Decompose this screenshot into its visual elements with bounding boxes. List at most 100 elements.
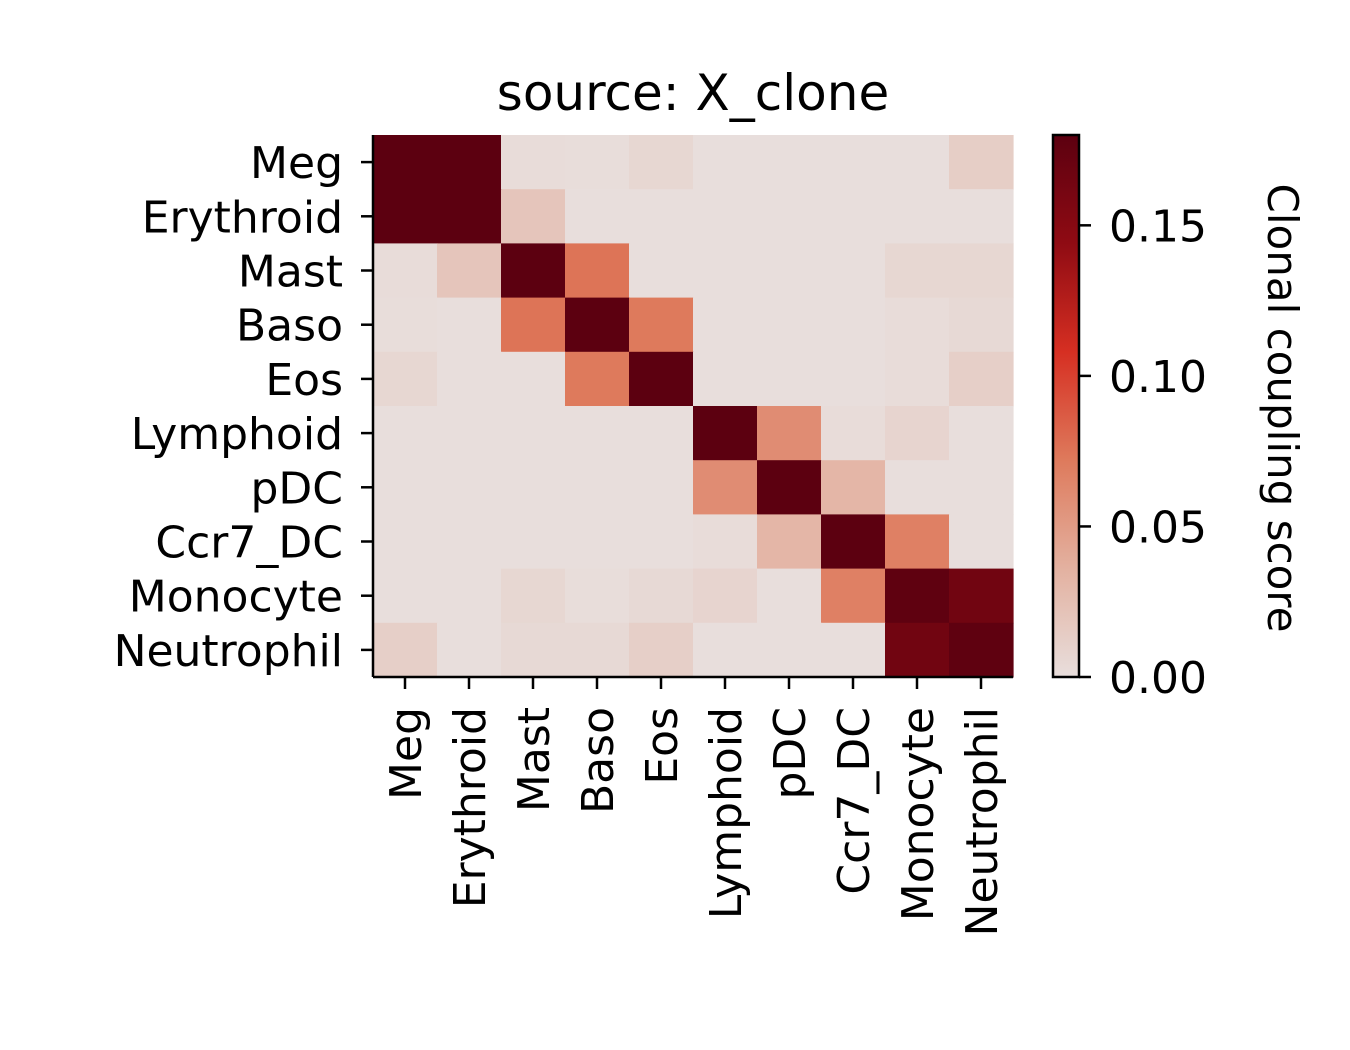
heatmap-cell [693,351,758,407]
heatmap-cell [693,243,758,299]
heatmap-cell [437,622,502,678]
heatmap-cell [437,351,502,407]
x-tick-label: Baso [573,707,624,814]
heatmap-cell [757,243,822,299]
heatmap-cell [373,568,438,624]
heatmap-cell [949,622,1014,678]
heatmap-cell [693,135,758,190]
y-tick-label: Ccr7_DC [155,518,343,569]
heatmap-cell [885,135,950,190]
heatmap-cell [757,189,822,244]
heatmap-cell [501,460,566,515]
heatmap-cell [693,460,758,515]
heatmap-cell [757,622,822,678]
heatmap-cell [949,135,1014,190]
y-tick-label: Lymphoid [131,409,343,460]
heatmap-cell [629,514,694,570]
heatmap-cell [565,406,630,461]
heatmap-cell [565,189,630,244]
heatmap-cell [501,297,566,353]
heatmap-cell [373,351,438,407]
heatmap-cell [693,622,758,678]
heatmap-cell [885,460,950,515]
heatmap-cell [565,135,630,190]
heatmap-cell [565,297,630,353]
heatmap-cell [437,568,502,624]
heatmap-axes [371,135,1013,679]
heatmap-cell [821,351,886,407]
heatmap-cell [629,297,694,353]
heatmap-cells [373,135,1014,678]
colorbar-tick-label: 0.15 [1109,201,1207,252]
heatmap-cell [373,189,438,244]
heatmap-cell [821,568,886,624]
colorbar: 0.00 0.05 0.10 0.15 [1051,133,1207,704]
x-axis-ticks: Meg Erythroid Mast Baso Eos Lymphoid pDC Ccr7_D… [381,677,1008,936]
heatmap-cell [501,189,566,244]
heatmap-cell [565,460,630,515]
heatmap-cell [693,406,758,461]
heatmap-cell [949,297,1014,353]
heatmap-cell [949,189,1014,244]
heatmap-cell [501,406,566,461]
heatmap-cell [885,514,950,570]
chart-title: source: X_clone [497,64,889,122]
heatmap-cell [949,460,1014,515]
heatmap-cell [437,460,502,515]
heatmap-cell [373,514,438,570]
heatmap-cell [821,297,886,353]
heatmap-cell [437,243,502,299]
heatmap-cell [885,568,950,624]
x-tick-label: Eos [637,707,688,785]
heatmap-cell [885,189,950,244]
colorbar-tick-label: 0.05 [1109,502,1207,553]
y-tick-label: Meg [250,138,343,189]
x-tick-label: Monocyte [893,707,944,921]
heatmap-cell [437,514,502,570]
heatmap-cell [821,514,886,570]
heatmap-cell [373,243,438,299]
heatmap-cell [693,297,758,353]
x-tick-label: pDC [765,707,816,800]
x-tick-label: Mast [509,707,560,812]
y-tick-label: Neutrophil [114,626,343,677]
heatmap-cell [629,406,694,461]
x-tick-label: Ccr7_DC [829,707,880,895]
heatmap-cell [629,243,694,299]
heatmap-cell [565,568,630,624]
heatmap-cell [757,297,822,353]
heatmap-cell [373,622,438,678]
heatmap-cell [949,568,1014,624]
heatmap-cell [437,406,502,461]
heatmap-cell [949,514,1014,570]
x-tick-label: Meg [381,707,432,800]
y-tick-label: Erythroid [142,192,343,243]
heatmap-cell [757,135,822,190]
heatmap-cell [629,568,694,624]
y-tick-label: Mast [238,247,343,298]
heatmap-cell [821,460,886,515]
heatmap-cell [885,622,950,678]
heatmap-cell [501,135,566,190]
x-tick-label: Erythroid [445,707,496,908]
heatmap-cell [373,297,438,353]
heatmap-cell [629,622,694,678]
y-tick-label: Monocyte [129,572,343,623]
heatmap-cell [821,189,886,244]
heatmap-cell [373,406,438,461]
heatmap-cell [437,297,502,353]
heatmap-cell [629,189,694,244]
heatmap-cell [437,135,502,190]
heatmap-cell [565,622,630,678]
heatmap-cell [821,622,886,678]
colorbar-tick-label: 0.00 [1109,653,1207,704]
heatmap-cell [885,243,950,299]
heatmap-cell [885,297,950,353]
y-tick-label: pDC [250,463,343,514]
heatmap-cell [629,460,694,515]
y-tick-label: Eos [265,355,343,406]
heatmap-cell [885,351,950,407]
heatmap-cell [693,514,758,570]
heatmap-cell [565,243,630,299]
heatmap-cell [501,514,566,570]
